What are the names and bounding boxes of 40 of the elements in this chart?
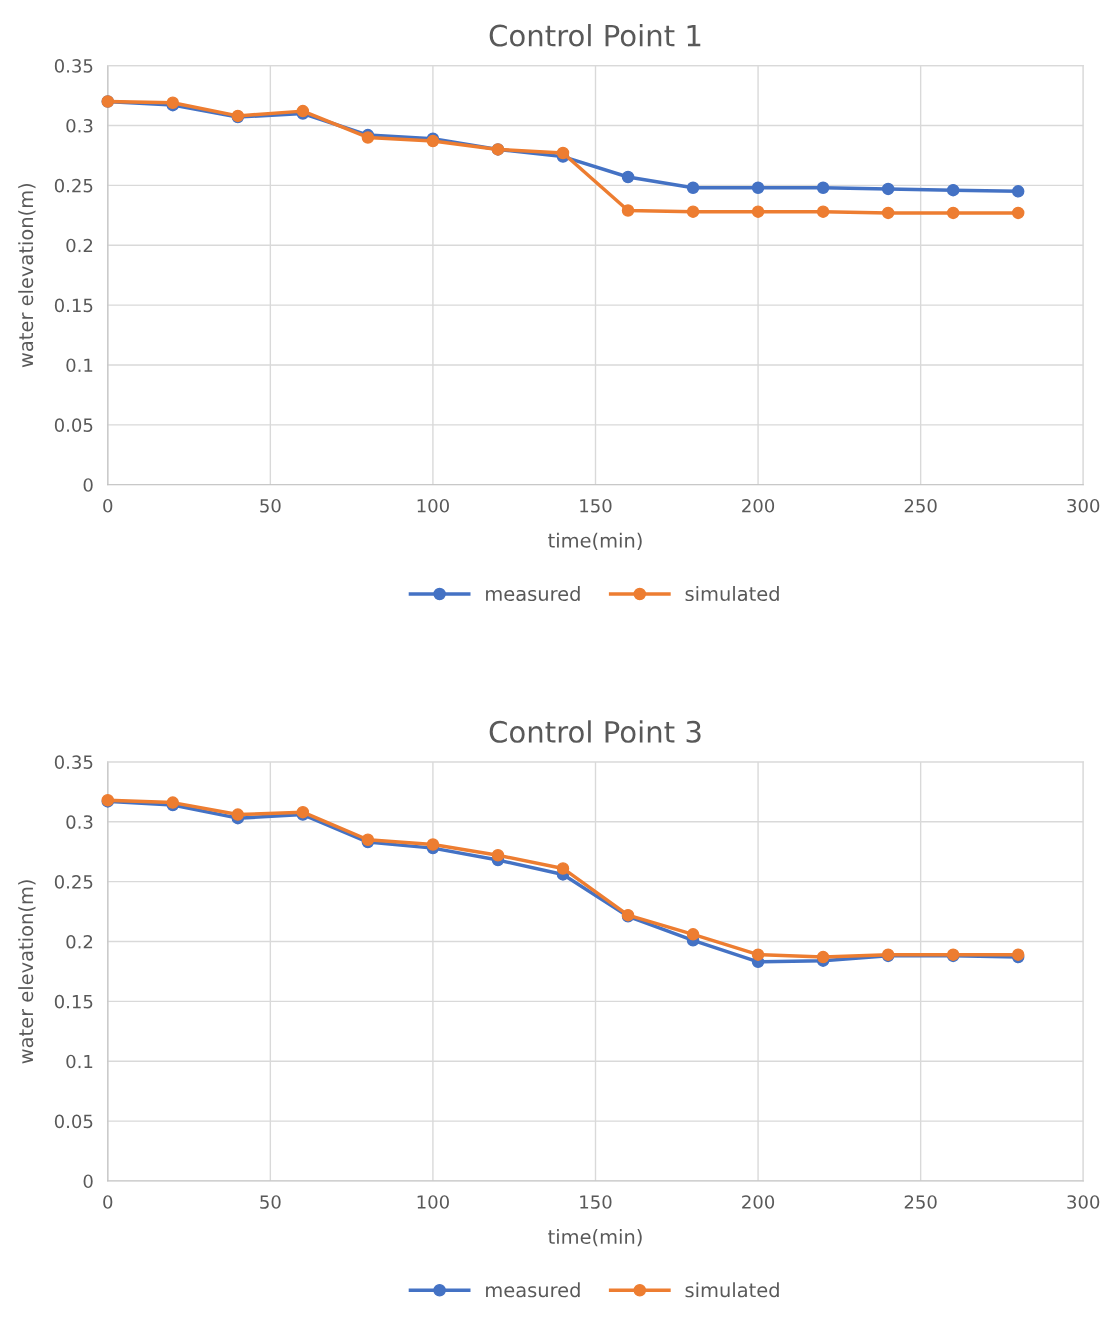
y-tick-label: 0.3	[66, 118, 93, 133]
x-tick-label: 100	[417, 1195, 449, 1209]
legend-label: measured	[486, 586, 580, 602]
y-tick-label: 0.1	[66, 358, 93, 373]
y-tick-label: 0.3	[66, 815, 93, 829]
y-tick-label: 0.35	[54, 59, 93, 73]
x-tick-label: 100	[417, 498, 449, 513]
y-tick-label: 0.05	[54, 1114, 93, 1129]
y-tick-label: 0.35	[54, 755, 93, 770]
x-tick-label: 50	[260, 1195, 281, 1209]
x-tick-label: 300	[1067, 1195, 1100, 1209]
x-tick-label: 150	[580, 498, 612, 513]
legend-label: simulated	[685, 586, 779, 602]
x-tick-label: 250	[904, 498, 937, 513]
chart-title: Control Point 3	[489, 720, 701, 743]
x-tick-label: 0	[103, 1195, 113, 1209]
x-axis-title: time(min)	[548, 532, 642, 551]
x-tick-label: 250	[904, 1195, 937, 1209]
y-tick-label: 0.15	[54, 994, 93, 1009]
y-tick-label: 0.25	[54, 875, 93, 889]
legend-label: simulated	[685, 1282, 779, 1298]
y-tick-label: 0.2	[66, 934, 93, 949]
y-axis-title: water elevation(m)	[18, 880, 36, 1064]
x-tick-label: 50	[260, 498, 281, 513]
x-tick-label: 200	[742, 1195, 775, 1209]
legend-label: measured	[486, 1282, 580, 1298]
y-tick-label: 0.05	[54, 418, 93, 432]
y-tick-label: 0	[83, 478, 93, 492]
x-tick-label: 200	[742, 498, 775, 513]
y-tick-label: 0.1	[66, 1054, 93, 1069]
x-axis-title: time(min)	[548, 1229, 642, 1247]
y-tick-label: 0	[83, 1174, 93, 1189]
y-tick-label: 0.15	[54, 298, 93, 313]
y-tick-label: 0.25	[54, 178, 93, 193]
x-tick-label: 300	[1067, 498, 1100, 513]
y-axis-title: water elevation(m)	[18, 183, 36, 368]
x-tick-label: 150	[580, 1195, 612, 1209]
chart-title: Control Point 1	[489, 24, 701, 47]
y-tick-label: 0.2	[66, 238, 93, 253]
x-tick-label: 0	[103, 498, 113, 513]
